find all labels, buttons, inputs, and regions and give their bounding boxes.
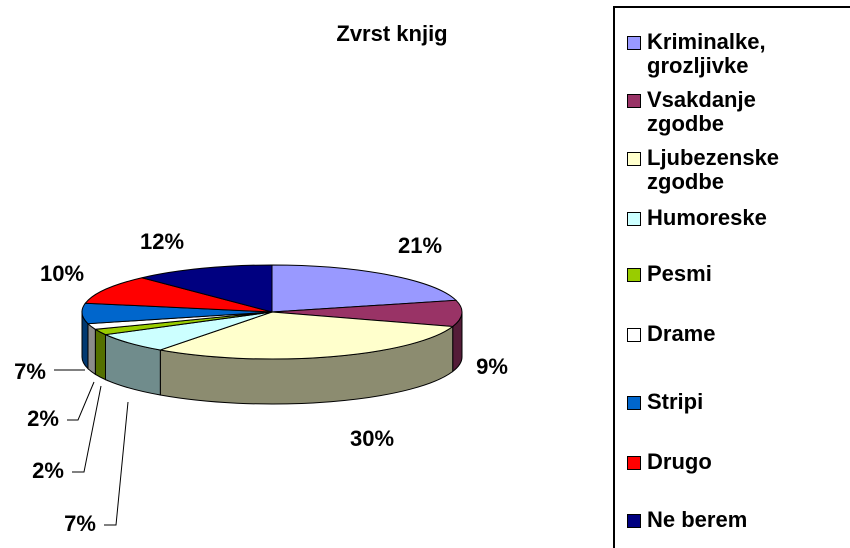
legend-label: Drame [647, 321, 716, 346]
slice [158, 311, 455, 360]
data-label: 2% [32, 458, 64, 483]
data-label: 12% [140, 229, 184, 254]
data-label: 2% [27, 406, 59, 431]
data-label: 10% [40, 261, 84, 286]
slice [271, 264, 458, 313]
legend-label: Ljubezenske zgodbe [647, 145, 780, 194]
data-label: 21% [398, 233, 442, 258]
legend-swatch [627, 36, 641, 50]
legend-label: Drugo [647, 449, 712, 474]
leader-line [67, 381, 95, 421]
legend-label: Pesmi [647, 261, 712, 286]
legend-swatch [627, 212, 641, 226]
legend-swatch [627, 94, 641, 108]
legend-swatch [627, 514, 641, 528]
legend-label: Ne berem [647, 507, 748, 532]
data-label: 30% [350, 426, 394, 451]
data-label: 7% [14, 359, 46, 384]
plot: Zvrst knjig 21% 9% 30% 7% 2% 2% 7% 10% 12% [14, 21, 508, 536]
slice-side [87, 322, 96, 376]
legend-swatch [627, 268, 641, 282]
chart-title: Zvrst knjig [336, 21, 447, 46]
legend-label: Vsakdanje zgodbe [647, 87, 756, 136]
slice-side [94, 328, 107, 381]
data-label: 9% [476, 354, 508, 379]
legend-label: Stripi [647, 389, 704, 414]
legend-label: Kriminalke, grozljivke [647, 29, 766, 78]
legend-swatch [627, 152, 641, 166]
slice [271, 299, 463, 328]
legend-label: Humoreske [647, 205, 767, 230]
legend-swatch [627, 328, 641, 342]
legend: Kriminalke, grozljivke Vsakdanje zgodbe Lj… [613, 6, 850, 548]
slice [141, 264, 273, 313]
legend-swatch [627, 396, 641, 410]
leader-line [72, 385, 102, 473]
data-label: 7% [64, 511, 96, 536]
slice [84, 277, 273, 313]
leader-line [104, 401, 129, 526]
legend-swatch [627, 456, 641, 470]
